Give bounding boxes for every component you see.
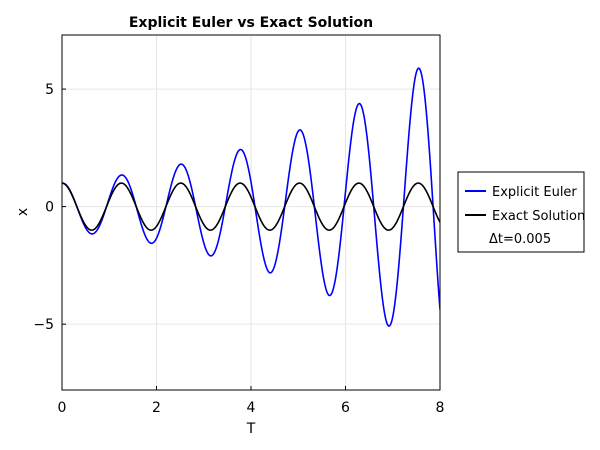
y-tick-label: −5 — [33, 317, 54, 333]
legend-annotation-dt: Δt=0.005 — [489, 232, 551, 247]
series-layer — [62, 67, 440, 327]
legend-label-explicit-euler: Explicit Euler — [492, 185, 577, 200]
series-line-exact-solution — [62, 182, 440, 231]
y-tick-label: 0 — [45, 200, 54, 216]
x-tick-label: 2 — [152, 400, 161, 416]
legend-box — [457, 171, 585, 253]
legend-label-exact-solution: Exact Solution — [492, 209, 585, 224]
ticks: 0 2 4 6 8 −5 0 5 — [33, 82, 444, 416]
x-tick-label: 4 — [247, 400, 256, 416]
y-tick-label: 5 — [45, 82, 54, 98]
x-tick-label: 0 — [58, 400, 67, 416]
x-tick-label: 8 — [436, 400, 445, 416]
legend: Explicit Euler Exact Solution Δt=0.005 — [457, 171, 585, 253]
y-axis-label: x — [15, 208, 31, 216]
series-line-explicit-euler — [62, 67, 440, 327]
x-tick-label: 6 — [341, 400, 350, 416]
chart-title: Explicit Euler vs Exact Solution — [129, 15, 373, 31]
x-axis-label: T — [246, 421, 256, 437]
